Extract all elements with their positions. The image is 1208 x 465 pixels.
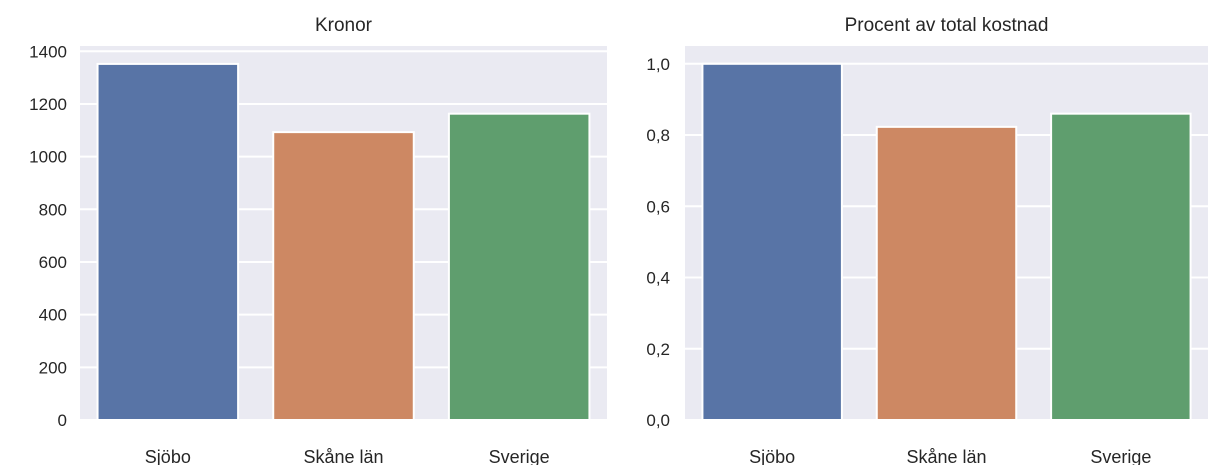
chart-procent: 0,0 0,2 0,4 0,6 0,8 1,0 Sjöbo Skåne län Sverige P… [646, 15, 1208, 465]
bar [875, 125, 1018, 422]
chart-kronor: 0 200 400 600 800 1000 1200 1400 Sjöbo Skåne län S… [29, 15, 607, 465]
x-tick-label: Sjöbo [145, 447, 191, 465]
x-tick-label: Sverige [489, 447, 550, 465]
y-tick-label: 0,6 [646, 197, 670, 216]
x-tick-label: Skåne län [906, 447, 986, 465]
bar [96, 62, 240, 422]
y-tick-label: 0,0 [646, 411, 670, 430]
y-tick-label: 0,8 [646, 126, 670, 145]
chart-title: Kronor [315, 15, 373, 36]
y-tick-label: 0,4 [646, 269, 670, 288]
y-tick-label: 1200 [29, 95, 67, 114]
y-tick-label: 1400 [29, 42, 67, 61]
x-tick-label: Sjöbo [749, 447, 795, 465]
y-tick-label: 200 [39, 358, 67, 377]
y-tick-label: 0 [58, 411, 67, 430]
x-tick-label: Skåne län [303, 447, 383, 465]
bar [701, 62, 843, 422]
y-tick-label: 800 [39, 200, 67, 219]
y-tick-label: 400 [39, 306, 67, 325]
bar [447, 112, 591, 422]
y-tick-label: 600 [39, 253, 67, 272]
y-tick-label: 1000 [29, 148, 67, 167]
chart-title: Procent av total kostnad [845, 15, 1049, 36]
bar [1050, 112, 1192, 422]
bar [272, 131, 415, 421]
x-tick-label: Sverige [1090, 447, 1151, 465]
y-tick-label: 1,0 [646, 55, 670, 74]
y-tick-label: 0,2 [646, 340, 670, 359]
